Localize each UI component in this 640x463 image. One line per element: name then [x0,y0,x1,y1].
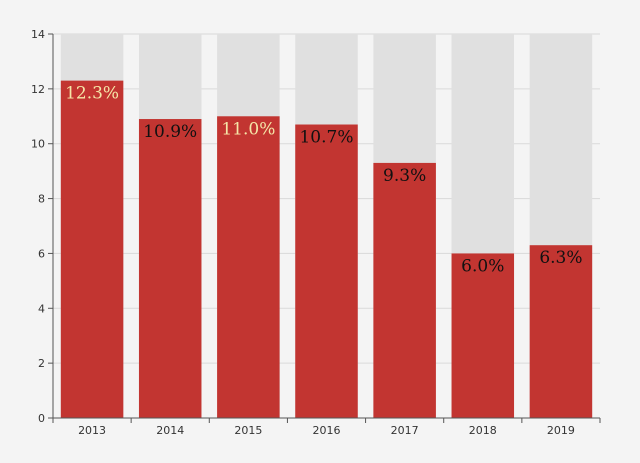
bar [295,124,358,418]
bar [217,116,280,419]
y-tick-label: 2 [38,357,45,370]
data-label: 10.9% [143,122,197,142]
data-labels: 12.3% 10.9% 11.0% 10.7% 9.3% 6.0% 6.3% [65,84,582,277]
x-tick-label: 2015 [234,424,262,437]
x-axis-ticks: 2013 2014 2015 2016 2017 2018 2019 [52,418,601,437]
y-axis-ticks: 0 2 4 6 8 10 12 14 [31,28,53,425]
bar [138,119,202,419]
y-tick-label: 6 [38,247,45,260]
y-tick-label: 8 [38,193,45,206]
data-label: 6.0% [461,256,504,276]
bar [529,245,593,418]
bar [60,80,124,418]
y-tick-label: 0 [38,412,45,425]
data-label: 6.3% [539,248,582,268]
data-label: 9.3% [383,166,426,186]
x-tick-label: 2014 [156,424,184,437]
y-tick-label: 4 [38,302,45,315]
x-tick-label: 2016 [313,424,341,437]
data-label: 10.7% [299,128,353,148]
data-label: 11.0% [221,119,275,139]
x-tick-label: 2019 [547,424,575,437]
y-tick-label: 12 [31,83,45,96]
bars [60,80,593,419]
axes [52,34,600,419]
x-tick-label: 2018 [469,424,497,437]
y-tick-label: 10 [31,138,45,151]
data-label: 12.3% [65,84,119,104]
bar [373,162,436,418]
y-tick-label: 14 [31,28,45,41]
bar [451,253,515,418]
x-tick-label: 2017 [391,424,419,437]
x-tick-label: 2013 [78,424,106,437]
